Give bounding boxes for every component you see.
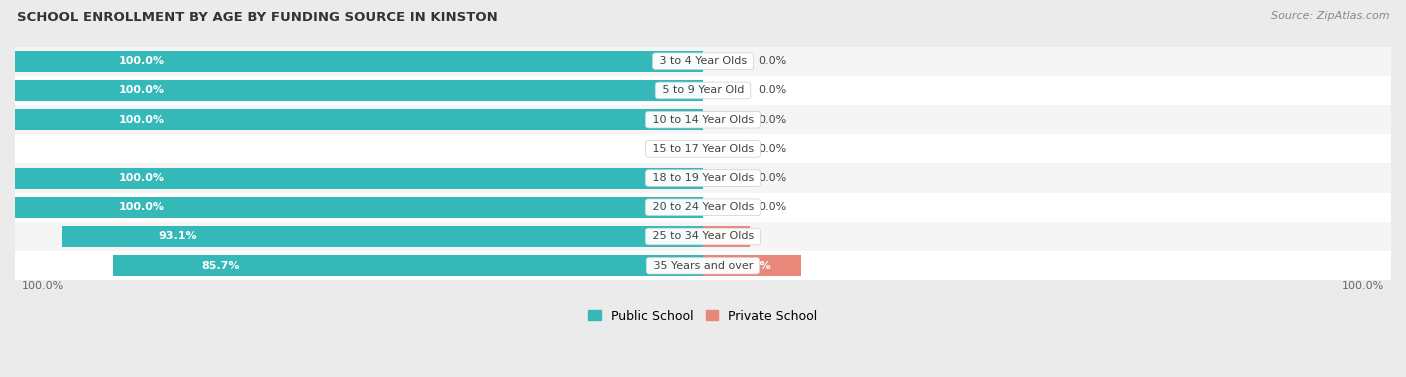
- Text: 35 Years and over: 35 Years and over: [650, 261, 756, 271]
- Text: 85.7%: 85.7%: [202, 261, 240, 271]
- Text: 100.0%: 100.0%: [118, 86, 165, 95]
- Bar: [703, 113, 744, 126]
- Bar: [669, 143, 703, 155]
- Bar: [703, 55, 744, 67]
- Text: 6.9%: 6.9%: [711, 231, 742, 242]
- Text: SCHOOL ENROLLMENT BY AGE BY FUNDING SOURCE IN KINSTON: SCHOOL ENROLLMENT BY AGE BY FUNDING SOUR…: [17, 11, 498, 24]
- Bar: [703, 226, 751, 247]
- Bar: [15, 167, 703, 188]
- Text: 5 to 9 Year Old: 5 to 9 Year Old: [658, 86, 748, 95]
- Bar: [703, 172, 744, 184]
- Text: 93.1%: 93.1%: [159, 231, 197, 242]
- Text: 15 to 17 Year Olds: 15 to 17 Year Olds: [648, 144, 758, 154]
- Text: Source: ZipAtlas.com: Source: ZipAtlas.com: [1271, 11, 1389, 21]
- Bar: [15, 222, 1391, 251]
- Text: 14.3%: 14.3%: [733, 261, 772, 271]
- Bar: [703, 255, 801, 276]
- Bar: [15, 251, 1391, 280]
- Text: 0.0%: 0.0%: [758, 86, 786, 95]
- Text: 0.0%: 0.0%: [758, 202, 786, 212]
- Bar: [703, 201, 744, 214]
- Text: 0.0%: 0.0%: [758, 56, 786, 66]
- Text: 0.0%: 0.0%: [758, 115, 786, 125]
- Text: 0.0%: 0.0%: [758, 173, 786, 183]
- Text: 3 to 4 Year Olds: 3 to 4 Year Olds: [655, 56, 751, 66]
- Bar: [15, 47, 1391, 76]
- Bar: [15, 80, 703, 101]
- Text: 100.0%: 100.0%: [118, 115, 165, 125]
- Bar: [15, 105, 1391, 134]
- Bar: [15, 51, 703, 72]
- Text: 0.0%: 0.0%: [758, 144, 786, 154]
- Text: 100.0%: 100.0%: [118, 56, 165, 66]
- Text: 100.0%: 100.0%: [118, 202, 165, 212]
- Bar: [15, 134, 1391, 164]
- Text: 25 to 34 Year Olds: 25 to 34 Year Olds: [648, 231, 758, 242]
- Bar: [62, 226, 703, 247]
- Bar: [15, 193, 1391, 222]
- Text: 100.0%: 100.0%: [118, 173, 165, 183]
- Bar: [703, 84, 744, 97]
- Bar: [114, 255, 703, 276]
- Text: 0.0%: 0.0%: [654, 144, 682, 154]
- Legend: Public School, Private School: Public School, Private School: [583, 305, 823, 328]
- Bar: [703, 143, 744, 155]
- Text: 10 to 14 Year Olds: 10 to 14 Year Olds: [648, 115, 758, 125]
- Bar: [15, 164, 1391, 193]
- Text: 18 to 19 Year Olds: 18 to 19 Year Olds: [648, 173, 758, 183]
- Text: 20 to 24 Year Olds: 20 to 24 Year Olds: [648, 202, 758, 212]
- Bar: [15, 76, 1391, 105]
- Text: 100.0%: 100.0%: [22, 281, 65, 291]
- Bar: [15, 109, 703, 130]
- Text: 100.0%: 100.0%: [1341, 281, 1384, 291]
- Bar: [15, 197, 703, 218]
